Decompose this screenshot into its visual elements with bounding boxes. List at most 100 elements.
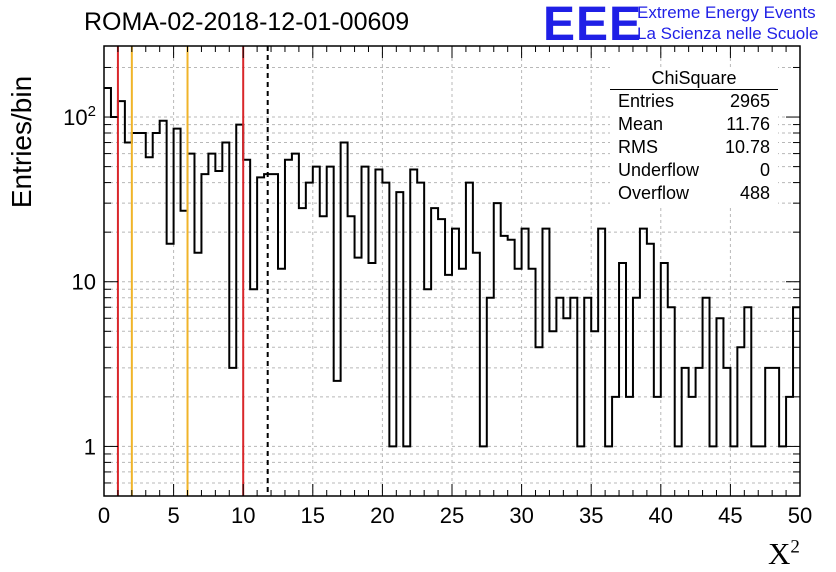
histogram-bin [355, 258, 362, 496]
histogram-bin [229, 368, 236, 496]
histogram-bin [341, 143, 348, 496]
histogram-bin [153, 133, 160, 496]
stats-box: ChiSquare Entries 2965 Mean 11.76 RMS 10… [610, 67, 778, 205]
x-tick-label: 45 [718, 503, 742, 528]
axes-layer: 0 5 10 15 20 25 30 35 40 45 50 1 10 102 [63, 45, 812, 528]
histogram-bin [222, 143, 229, 496]
y-tick-label: 10 [72, 270, 96, 295]
histogram-bin [375, 170, 382, 496]
x-tick-label: 30 [509, 503, 533, 528]
stats-label: Mean [618, 114, 664, 134]
x-tick-label: 20 [370, 503, 394, 528]
histogram-bin [111, 117, 118, 496]
histogram-bin [188, 154, 195, 496]
x-axis-title: X2 [768, 536, 800, 572]
histogram-bin [306, 183, 313, 496]
x-tick-label: 50 [788, 503, 812, 528]
histogram-bin [181, 211, 188, 496]
histogram-bin [737, 347, 744, 496]
histogram-bin [668, 307, 675, 496]
x-tick-label: 15 [301, 503, 325, 528]
histogram-bin [118, 101, 125, 496]
histogram-bin [257, 177, 264, 496]
histogram-bin [271, 174, 278, 496]
histogram-bin [236, 125, 243, 496]
histogram-bin [696, 368, 703, 496]
histogram-bin [201, 174, 208, 496]
histogram-bin [139, 133, 146, 496]
histogram-bin [208, 154, 215, 496]
histogram-bin [501, 236, 508, 496]
x-tick-label: 0 [98, 503, 110, 528]
histogram-bin [682, 368, 689, 496]
y-tick-label: 1 [84, 434, 96, 459]
histogram-bin [452, 229, 459, 496]
stats-row-rms: RMS 10.78 [610, 136, 778, 159]
histogram-bin [522, 229, 529, 496]
histogram-bin [793, 307, 800, 496]
histogram-bin [125, 143, 132, 496]
histogram-bin [772, 368, 779, 496]
histogram-bin [299, 208, 306, 496]
histogram-bin [765, 368, 772, 496]
histogram-bin [417, 183, 424, 496]
histogram-bin [424, 289, 431, 496]
x-tick-label: 40 [649, 503, 673, 528]
stats-value: 11.76 [726, 114, 770, 134]
histogram-bin [466, 183, 473, 496]
x-tick-label: 10 [231, 503, 255, 528]
histogram-bin [285, 160, 292, 496]
eee-logo: EEE [543, 0, 643, 51]
histogram-bin [536, 347, 543, 496]
stats-value: 2965 [729, 91, 770, 111]
logo-line-1: Extreme Energy Events [637, 3, 816, 22]
stats-label: Entries [618, 91, 675, 111]
histogram-bin [382, 183, 389, 496]
y-tick-label: 102 [63, 103, 96, 130]
stats-row-overflow: Overflow 488 [610, 182, 778, 205]
histogram-bin [640, 229, 647, 496]
histogram-bin [494, 203, 501, 496]
histogram-bin [250, 289, 257, 496]
histogram-outline [104, 87, 800, 448]
x-axis-title-main: X [768, 536, 791, 571]
stats-row-underflow: Underflow 0 [610, 159, 778, 182]
logo-line-2: La Scienza nelle Scuole [637, 24, 819, 43]
histogram-bin [591, 331, 598, 496]
vertical-lines-layer [116, 46, 269, 496]
histogram-bin [146, 157, 153, 496]
histogram-bin [542, 229, 549, 496]
histogram-bin [744, 307, 751, 496]
histogram-bin [215, 171, 222, 496]
histogram-bin [431, 208, 438, 496]
histogram-bin [716, 318, 723, 496]
stats-label: Overflow [618, 183, 690, 203]
stats-label: Underflow [618, 160, 700, 180]
x-tick-label: 5 [167, 503, 179, 528]
histogram-bin [174, 129, 181, 496]
histogram-layer [104, 87, 800, 496]
stats-value: 0 [759, 160, 770, 180]
histogram-bin [563, 318, 570, 496]
stats-value: 10.78 [724, 137, 770, 157]
histogram-bin [396, 192, 403, 496]
stats-value: 488 [739, 183, 770, 203]
histogram-bin [723, 368, 730, 496]
histogram-bin [410, 170, 417, 496]
histogram-bin [549, 331, 556, 496]
y-axis-title: Entries/bin [6, 75, 37, 209]
y-axis-title-box: Entries/bin [2, 76, 42, 208]
histogram-bin [104, 88, 111, 496]
x-axis-title-sup: 2 [790, 536, 800, 558]
x-tick-label: 35 [579, 503, 603, 528]
histogram-bin [292, 154, 299, 496]
stats-row-entries: Entries 2965 [610, 90, 778, 113]
histogram-bin [598, 229, 605, 496]
histogram-bin [438, 219, 445, 496]
x-tick-label: 25 [440, 503, 464, 528]
chart-title: ROMA-02-2018-12-01-00609 [84, 8, 410, 36]
histogram-bin [243, 160, 250, 496]
histogram-bin [334, 381, 341, 496]
histogram-bin [160, 121, 167, 496]
